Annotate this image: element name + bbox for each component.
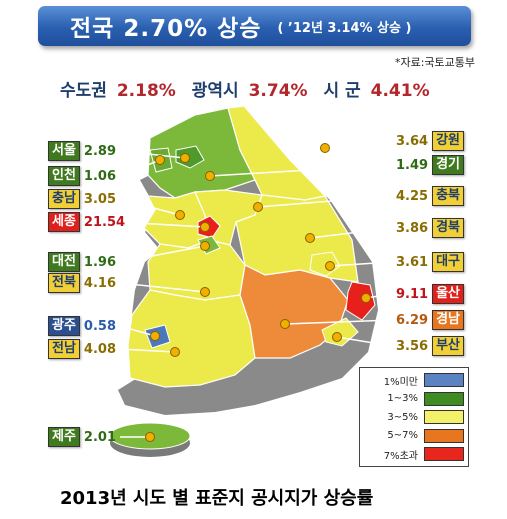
region-value-chungnam: 3.05: [83, 191, 116, 207]
summary-value-metro: 3.74%: [248, 81, 308, 101]
region-value-jeonnam: 4.08: [83, 341, 116, 357]
legend-label: 5~7%: [387, 430, 418, 442]
legend-item: 5~7%: [360, 427, 468, 446]
region-value-incheon: 1.06: [83, 168, 116, 184]
source-note: *자료:국토교통부: [394, 56, 475, 69]
label-daegu: 3.61 대구: [392, 252, 464, 272]
label-ulsan: 9.11 울산: [392, 284, 464, 304]
label-chungnam: 충남 3.05: [48, 189, 120, 209]
label-gyeonggi: 1.49 경기: [392, 155, 464, 175]
legend-item: 1%미만: [360, 371, 468, 390]
region-name-jeonnam: 전남: [48, 339, 80, 359]
legend-swatch: [424, 428, 464, 443]
legend-label: 1~3%: [387, 393, 418, 405]
legend-swatch: [424, 373, 464, 388]
region-name-jeonbuk: 전북: [48, 273, 80, 293]
label-incheon: 인천 1.06: [48, 166, 120, 186]
region-value-daejeon: 1.96: [83, 254, 116, 270]
legend-swatch: [424, 410, 464, 425]
label-busan: 3.56 부산: [392, 336, 464, 356]
legend-swatch: [424, 391, 464, 406]
label-seoul: 서울 2.89: [48, 141, 120, 161]
region-name-gwangju: 광주: [48, 316, 80, 336]
region-jeonnam: [127, 289, 256, 388]
region-value-gwangju: 0.58: [83, 318, 116, 334]
summary-label-metro: 광역시: [191, 81, 239, 101]
region-value-gyeongbuk: 3.86: [396, 220, 429, 236]
region-name-seoul: 서울: [48, 141, 80, 161]
region-name-gyeongnam: 경남: [432, 310, 464, 330]
label-jeju: 제주 2.01: [48, 427, 120, 447]
region-value-gyeonggi: 1.49: [396, 157, 429, 173]
legend-item: 7%초과: [360, 445, 468, 464]
region-value-jeonbuk: 4.16: [83, 275, 116, 291]
legend-item: 1~3%: [360, 390, 468, 409]
region-name-ulsan: 울산: [432, 284, 464, 304]
title-banner: 전국 2.70% 상승 ( ’12년 3.14% 상승 ): [38, 6, 471, 46]
legend-label: 1%미만: [383, 376, 418, 388]
region-name-chungnam: 충남: [48, 189, 80, 209]
region-name-daejeon: 대전: [48, 252, 80, 272]
region-value-chungbuk: 4.25: [396, 188, 429, 204]
label-daejeon: 대전 1.96: [48, 252, 120, 272]
label-sejong: 세종 21.54: [48, 212, 129, 232]
title-sub: ( ’12년 3.14% 상승 ): [277, 20, 412, 36]
region-name-busan: 부산: [432, 336, 464, 356]
region-name-incheon: 인천: [48, 166, 80, 186]
label-chungbuk: 4.25 충북: [392, 186, 464, 206]
region-name-daegu: 대구: [432, 252, 464, 272]
region-value-gyeongnam: 6.29: [396, 312, 429, 328]
region-name-sejong: 세종: [48, 212, 80, 232]
leader-lines: [119, 140, 393, 438]
map-legend: 1%미만 1~3% 3~5% 5~7% 7%초과: [359, 367, 469, 467]
region-value-ulsan: 9.11: [396, 286, 429, 302]
summary-bar: 수도권 2.18% 광역시 3.74% 시 군 4.41%: [60, 76, 440, 101]
region-value-busan: 3.56: [396, 338, 429, 354]
region-value-sejong: 21.54: [83, 214, 126, 230]
region-value-jeju: 2.01: [83, 429, 116, 445]
label-gangwon: 3.64 강원: [392, 131, 464, 151]
legend-item: 3~5%: [360, 408, 468, 427]
region-gyeongnam: [239, 264, 349, 359]
map-caption: 2013년 시도 별 표준지 공시지가 상승률: [60, 488, 374, 509]
legend-swatch: [424, 447, 464, 462]
region-value-gangwon: 3.64: [396, 133, 429, 149]
region-value-seoul: 2.89: [83, 143, 116, 159]
summary-value-capital: 2.18%: [116, 81, 176, 101]
label-gyeongbuk: 3.86 경북: [392, 218, 464, 238]
legend-label: 7%초과: [383, 450, 418, 462]
region-name-jeju: 제주: [48, 427, 80, 447]
region-markers: [145, 143, 371, 442]
label-gyeongnam: 6.29 경남: [392, 310, 464, 330]
legend-label: 3~5%: [387, 411, 418, 423]
region-name-gyeongbuk: 경북: [432, 218, 464, 238]
summary-value-provinces: 4.41%: [370, 81, 430, 101]
region-value-daegu: 3.61: [396, 254, 429, 270]
label-gwangju: 광주 0.58: [48, 316, 120, 336]
summary-label-provinces: 시 군: [323, 81, 361, 101]
region-name-chungbuk: 충북: [432, 186, 464, 206]
summary-label-capital: 수도권: [60, 81, 107, 101]
label-jeonbuk: 전북 4.16: [48, 273, 120, 293]
region-name-gyeonggi: 경기: [432, 155, 464, 175]
region-name-gangwon: 강원: [432, 131, 464, 151]
region-ulsan: [345, 281, 376, 321]
label-jeonnam: 전남 4.08: [48, 339, 120, 359]
title-main: 전국 2.70% 상승: [70, 16, 262, 42]
